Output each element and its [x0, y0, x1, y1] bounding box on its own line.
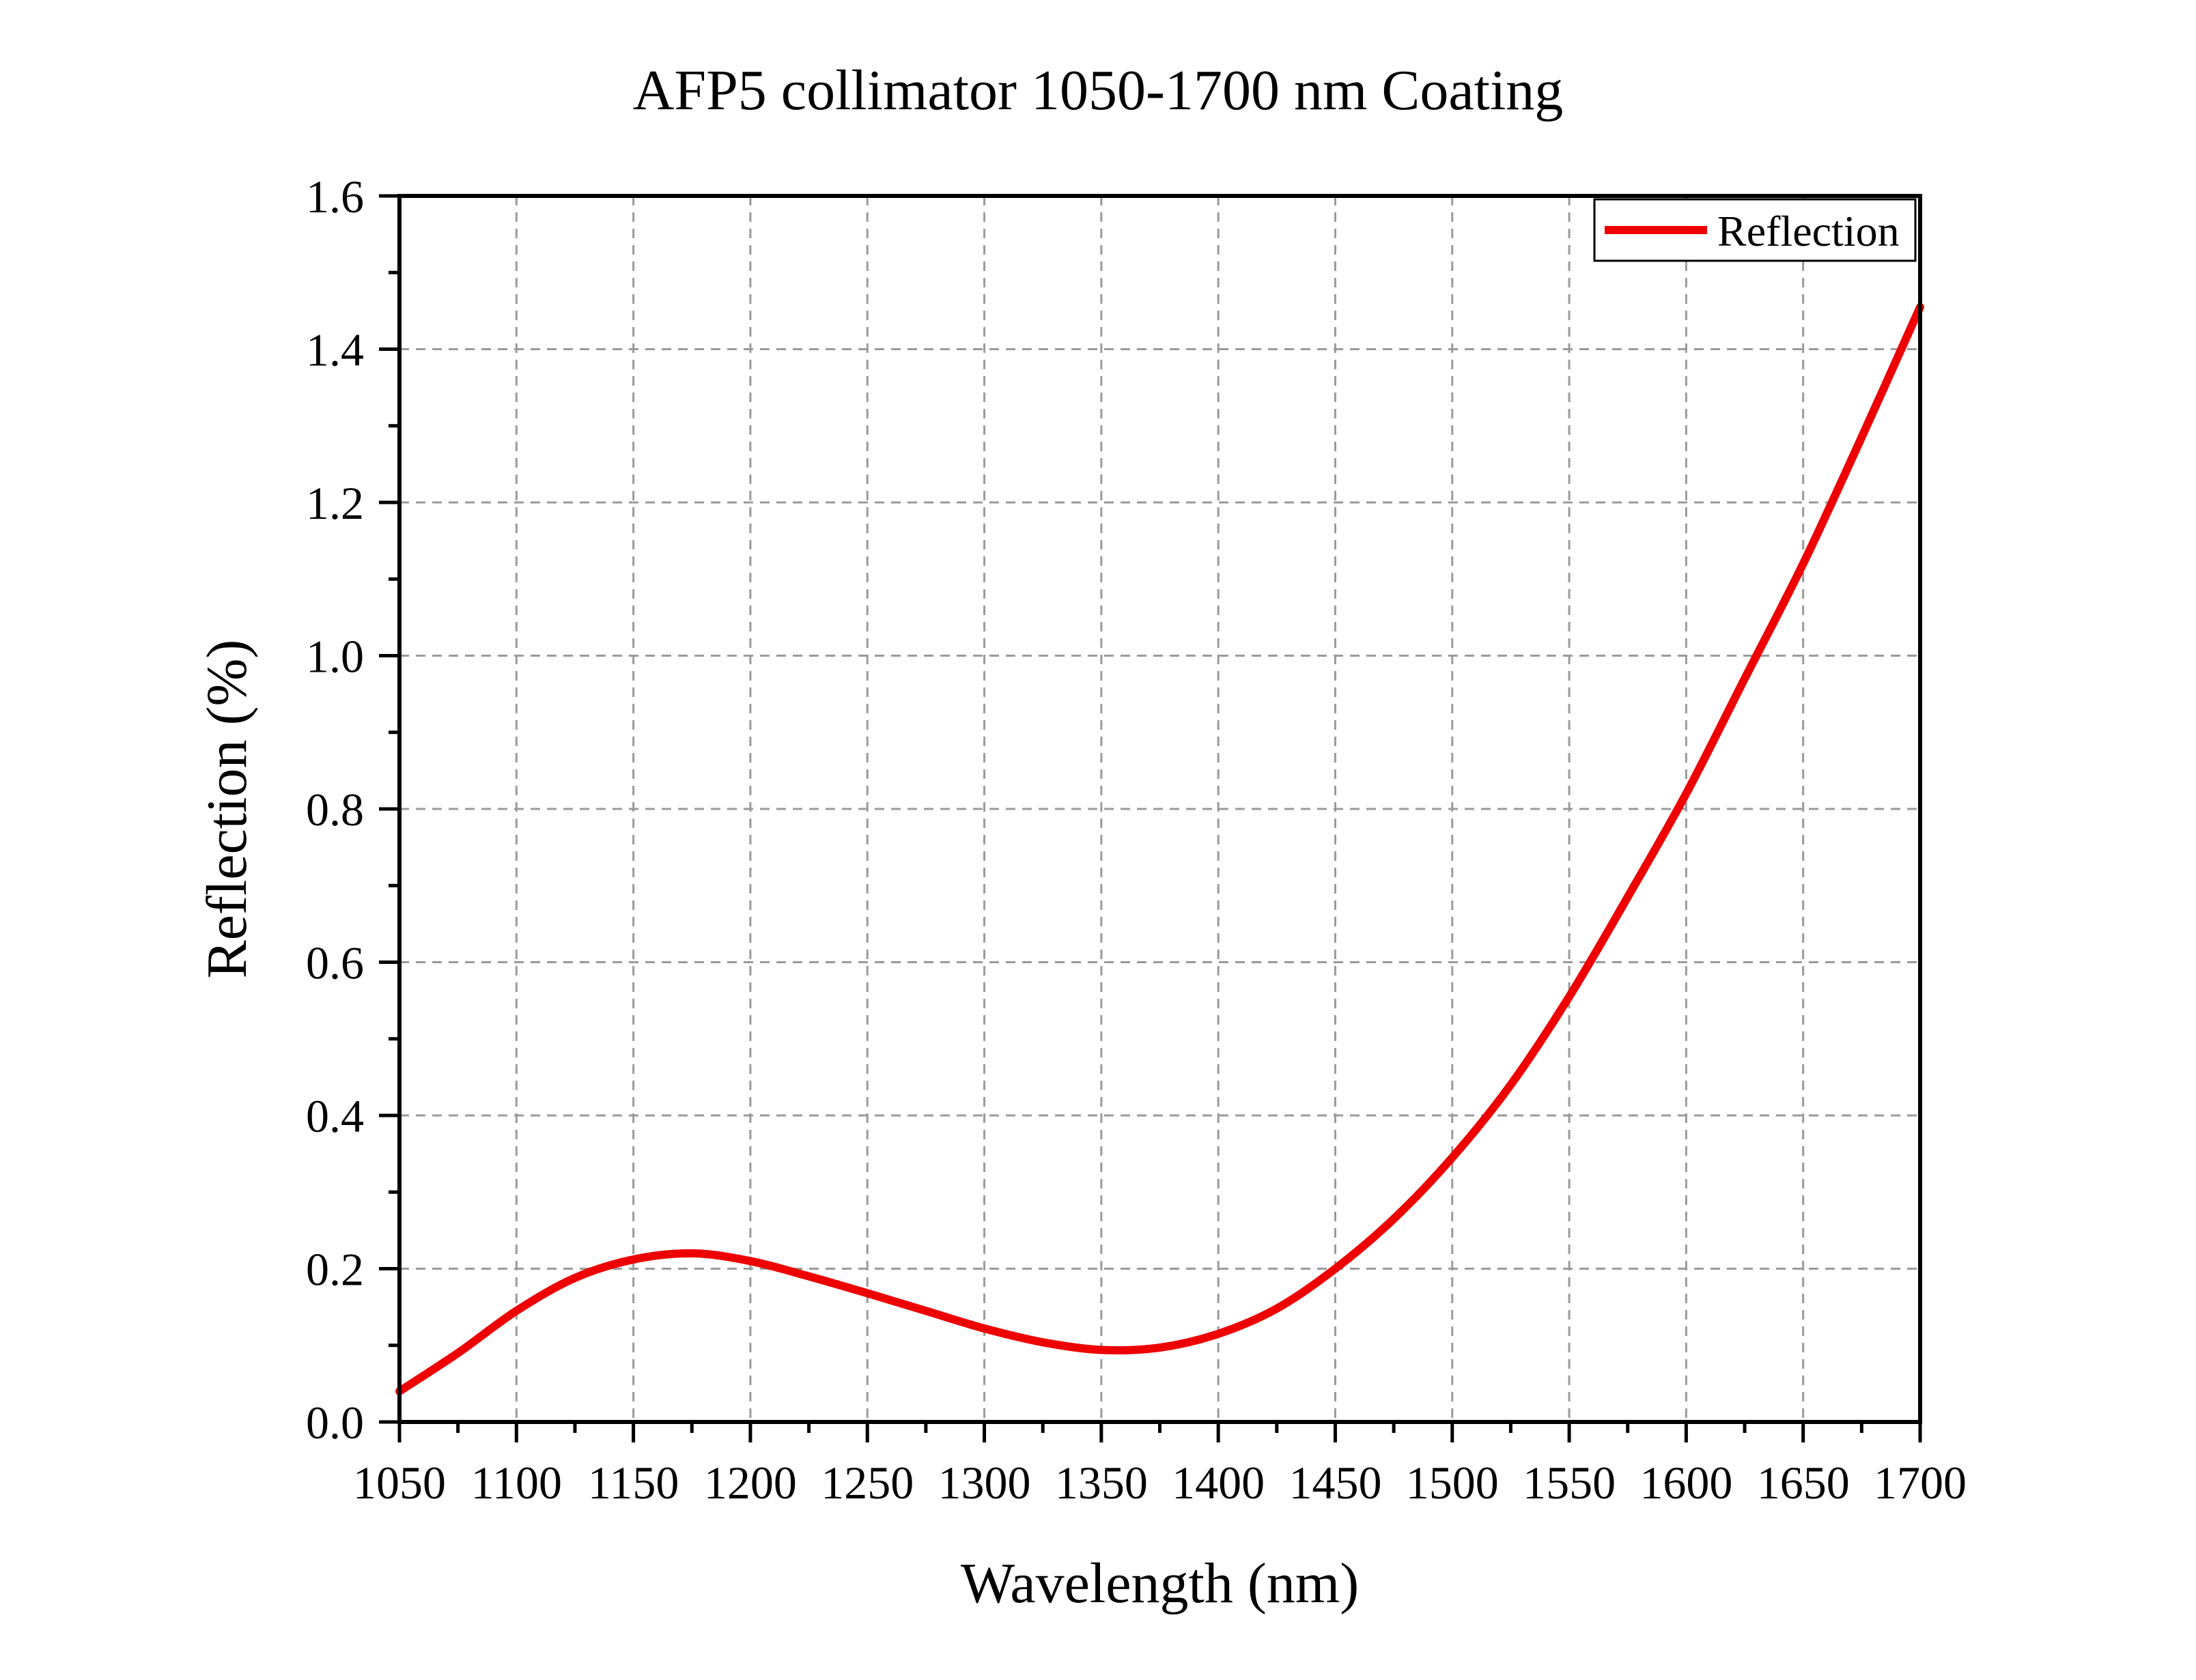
- chart-title: AFP5 collimator 1050-1700 nm Coating: [633, 59, 1564, 122]
- legend: Reflection: [1593, 198, 1917, 262]
- x-tick-label: 1200: [704, 1457, 797, 1509]
- x-tick-label: 1400: [1172, 1457, 1265, 1509]
- grid-lines: [399, 196, 1920, 1422]
- y-tick-label: 1.6: [306, 171, 364, 223]
- y-tick-label: 0.2: [306, 1244, 364, 1296]
- x-tick-label: 1300: [938, 1457, 1031, 1509]
- x-tick-label: 1500: [1406, 1457, 1499, 1509]
- axis-ticks: [379, 194, 1922, 1442]
- series-line-reflection: [395, 302, 1924, 1396]
- x-tick-label: 1600: [1639, 1457, 1732, 1509]
- x-tick-label: 1100: [471, 1457, 562, 1509]
- x-tick-label: 1250: [821, 1457, 914, 1509]
- y-tick-label: 1.4: [306, 324, 364, 376]
- y-tick-label: 0.0: [306, 1397, 364, 1449]
- series-layer: [395, 302, 1924, 1396]
- y-tick-label: 0.8: [306, 784, 364, 836]
- x-tick-label: 1650: [1757, 1457, 1850, 1509]
- x-tick-label: 1350: [1055, 1457, 1148, 1509]
- y-axis-title: Reflection (%): [195, 640, 259, 979]
- legend-label-reflection: Reflection: [1717, 207, 1900, 255]
- x-tick-label: 1450: [1289, 1457, 1381, 1509]
- x-tick-label: 1050: [353, 1457, 446, 1509]
- y-tick-label: 0.4: [306, 1090, 364, 1142]
- x-tick-label: 1700: [1874, 1457, 1967, 1509]
- tick-labels: 1050 1100 1150 1200 1250 1300 1350 1400 1450 1500…: [306, 171, 1967, 1509]
- x-tick-label: 1150: [588, 1457, 679, 1509]
- y-tick-label: 1.0: [306, 631, 364, 683]
- y-tick-label: 0.6: [306, 937, 364, 989]
- x-tick-label: 1550: [1523, 1457, 1616, 1509]
- x-axis-title: Wavelength (nm): [961, 1552, 1359, 1615]
- y-tick-label: 1.2: [306, 477, 364, 529]
